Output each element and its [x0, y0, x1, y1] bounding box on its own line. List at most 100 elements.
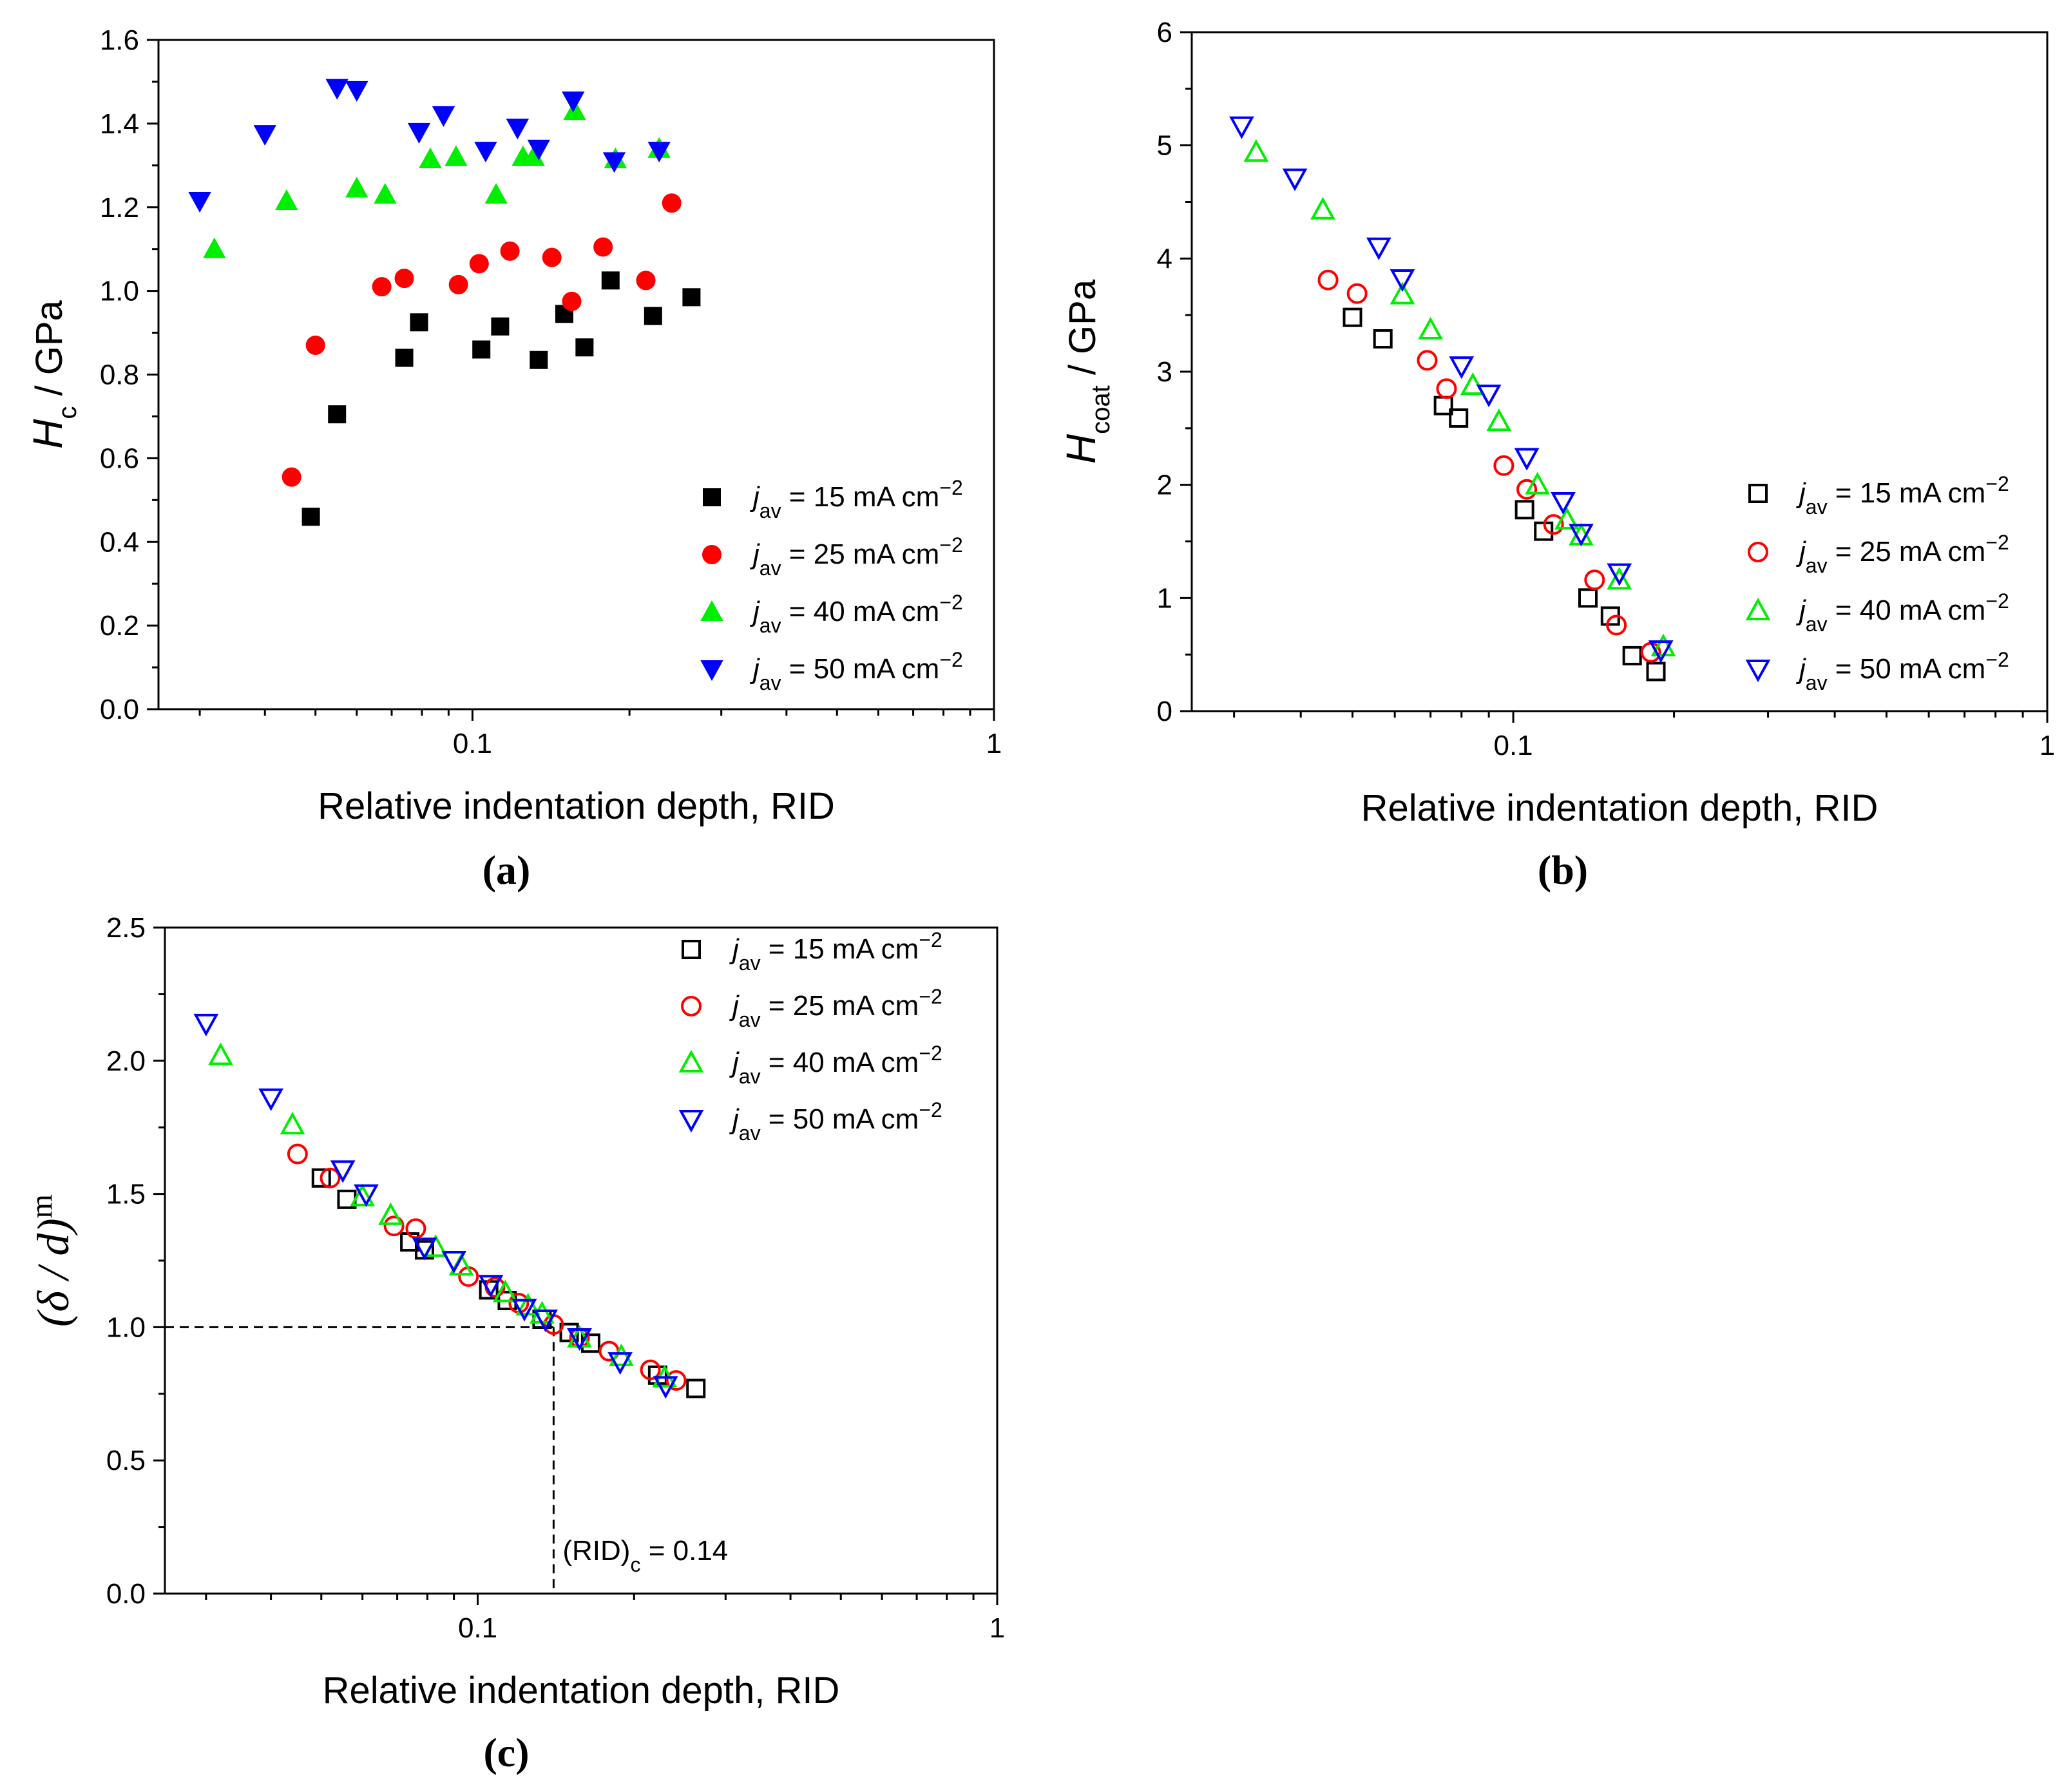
data-point: [1646, 662, 1666, 682]
data-point: [542, 247, 562, 267]
legend-label-40: jav = 40 mA cm−2: [1796, 589, 2009, 636]
y-tick-label: 0.0: [106, 1578, 146, 1610]
legend-label-40: jav = 40 mA cm−2: [750, 591, 963, 637]
data-point: [1606, 615, 1627, 636]
data-point: [412, 1237, 437, 1261]
legend-marker-50: [678, 1110, 704, 1133]
legend-label-50: jav = 50 mA cm−2: [1796, 648, 2009, 694]
series-40: [1243, 139, 1676, 656]
data-point: [448, 274, 468, 294]
x-tick-label: 0.1: [453, 728, 492, 759]
data-point: [1578, 588, 1598, 608]
data-point: [567, 1328, 592, 1351]
data-point: [1229, 116, 1254, 139]
x-tick-label: 0.1: [458, 1612, 497, 1644]
y-tick-label: 2: [1157, 470, 1172, 501]
panel-label-b: (b): [1538, 847, 1588, 893]
data-point: [1622, 645, 1642, 665]
data-point: [1569, 524, 1594, 547]
data-point: [1418, 316, 1444, 340]
data-point: [258, 1088, 284, 1111]
legend-marker-50: [1745, 660, 1771, 683]
legend-label-25: jav = 25 mA cm−2: [750, 533, 963, 580]
data-point: [665, 1370, 687, 1391]
panel-b-chart: 0 1 2 3 4 5 6 0.1 1 Relative indentation depth, R…: [1058, 17, 2055, 829]
data-point: [640, 1359, 661, 1380]
data-point: [325, 79, 349, 100]
panel-label-a: (a): [483, 847, 531, 893]
legend-marker-15: [1748, 484, 1768, 503]
series-50: [188, 79, 671, 213]
data-point: [394, 269, 414, 289]
y-tick-label: 0.6: [100, 443, 139, 474]
data-point: [647, 142, 671, 163]
data-point: [311, 1168, 331, 1188]
data-point: [383, 1215, 405, 1237]
data-point: [644, 307, 662, 325]
data-point: [1514, 448, 1540, 471]
data-point: [1525, 472, 1551, 495]
data-point: [527, 139, 551, 160]
data-point: [1584, 569, 1605, 591]
data-point: [345, 176, 368, 198]
y-tick-label: 0.2: [100, 610, 139, 642]
data-point: [1436, 378, 1457, 399]
data-point: [478, 1275, 504, 1298]
legend-label-15: jav = 15 mA cm−2: [729, 928, 942, 975]
data-point: [330, 1160, 356, 1183]
data-point: [395, 348, 414, 367]
data-point: [1476, 385, 1502, 408]
legend-marker-25: [681, 996, 702, 1016]
y-axis-label: Hc / GPa: [24, 300, 82, 448]
y-tick-label: 2.0: [106, 1045, 146, 1077]
legend-marker-50: [700, 660, 723, 682]
data-point: [188, 192, 211, 213]
data-point: [378, 1202, 403, 1225]
data-point: [575, 338, 594, 357]
data-point: [441, 1251, 467, 1274]
data-point: [1373, 329, 1393, 349]
data-point: [305, 336, 325, 356]
y-tick-label: 2.5: [106, 912, 146, 944]
legend-marker-15: [682, 940, 701, 959]
series-40: [208, 1042, 678, 1387]
data-point: [350, 1183, 376, 1206]
panel-a-chart: 0.0 0.2 0.4 0.6 0.8 1.0 1.2 1.4 1.6 0.1 1 Relative …: [24, 24, 1002, 827]
data-point: [1648, 640, 1674, 663]
data-point: [1460, 372, 1486, 396]
y-tick-label: 0.5: [106, 1445, 146, 1476]
y-tick-label: 3: [1157, 356, 1172, 388]
data-point: [562, 91, 585, 113]
series-25: [282, 193, 682, 487]
data-point: [511, 1299, 537, 1322]
y-tick-label: 1.0: [100, 276, 139, 307]
data-point: [328, 405, 347, 424]
legend-label-25: jav = 25 mA cm−2: [1796, 531, 2009, 577]
data-point: [1417, 350, 1438, 371]
critical-rid-annotation: (RID)c = 0.14: [562, 1535, 728, 1576]
data-point: [1282, 168, 1308, 191]
data-point: [1493, 455, 1515, 476]
data-point: [203, 237, 226, 258]
y-tick-label: 1.6: [100, 24, 139, 56]
y-tick-label: 0.8: [100, 359, 139, 391]
legend-marker-25: [1748, 542, 1768, 562]
y-tick-label: 5: [1157, 130, 1172, 162]
data-point: [530, 350, 548, 369]
data-point: [1543, 514, 1564, 535]
x-axis-label: Relative indentation depth, RID: [318, 785, 835, 827]
data-point: [593, 237, 613, 257]
data-point: [1449, 356, 1475, 379]
data-point: [662, 193, 682, 213]
data-point: [562, 291, 582, 311]
data-point: [601, 271, 620, 290]
data-point: [193, 1013, 219, 1037]
data-point: [1310, 196, 1335, 220]
legend-label-15: jav = 15 mA cm−2: [750, 476, 963, 522]
data-point: [474, 142, 497, 163]
data-point: [280, 1111, 305, 1135]
x-tick-label: 0.1: [1493, 730, 1533, 761]
legend-label-25: jav = 25 mA cm−2: [729, 985, 942, 1031]
x-tick-label: 1: [989, 1612, 1005, 1644]
series-15: [301, 271, 701, 526]
